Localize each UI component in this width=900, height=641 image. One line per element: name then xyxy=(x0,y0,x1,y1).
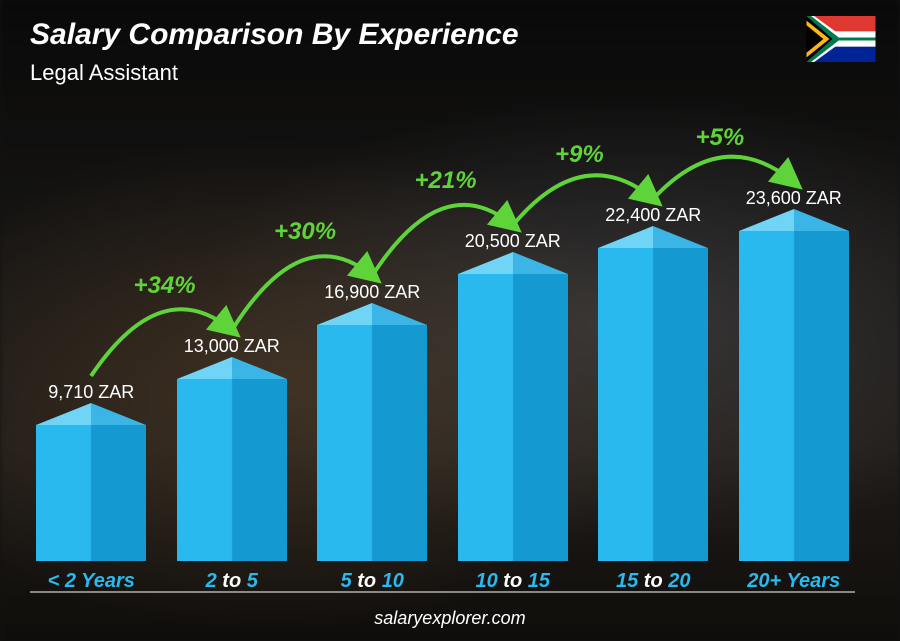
bar-body xyxy=(458,274,568,561)
bar-body xyxy=(598,248,708,561)
bar-body xyxy=(317,325,427,561)
bar-value-label: 22,400 ZAR xyxy=(605,205,701,226)
bar xyxy=(739,215,849,561)
page-title: Salary Comparison By Experience xyxy=(30,18,519,52)
bar-body xyxy=(36,425,146,561)
infographic-container: Salary Comparison By Experience Legal As… xyxy=(0,0,900,641)
bar-category-label: 2 to 5 xyxy=(206,570,258,593)
bar-top-face xyxy=(739,215,849,231)
bar-category-label: 15 to 20 xyxy=(616,570,691,593)
bar-chart: 9,710 ZAR < 2 Years13,000 ZAR 2 to 5 16,9… xyxy=(30,110,855,561)
increase-percent-label: +5% xyxy=(696,124,745,152)
bar-top-face xyxy=(458,258,568,274)
bar xyxy=(598,232,708,561)
bar-top-face xyxy=(317,309,427,325)
bar xyxy=(36,409,146,561)
increase-percent-label: +21% xyxy=(415,167,477,195)
bar-top-face xyxy=(598,232,708,248)
increase-percent-label: +30% xyxy=(274,218,336,246)
footer-divider xyxy=(30,591,855,593)
bar-body xyxy=(739,231,849,561)
bar-value-label: 13,000 ZAR xyxy=(184,336,280,357)
bar-body xyxy=(177,379,287,561)
bar-slot: 23,600 ZAR 20+ Years xyxy=(733,110,856,561)
bar xyxy=(458,258,568,561)
bar-value-label: 23,600 ZAR xyxy=(746,188,842,209)
bar-value-label: 20,500 ZAR xyxy=(465,231,561,252)
bar-value-label: 16,900 ZAR xyxy=(324,282,420,303)
bar-category-label: < 2 Years xyxy=(48,570,135,593)
footer-credit: salaryexplorer.com xyxy=(0,608,900,629)
page-subtitle: Legal Assistant xyxy=(30,60,178,86)
bar-category-label: 5 to 10 xyxy=(341,570,404,593)
bar-slot: 22,400 ZAR 15 to 20 xyxy=(592,110,715,561)
increase-percent-label: +9% xyxy=(555,141,604,169)
south-africa-flag-icon xyxy=(806,16,876,62)
bar-slot: 13,000 ZAR 2 to 5 xyxy=(171,110,294,561)
bar-top-face xyxy=(36,409,146,425)
bar-category-label: 10 to 15 xyxy=(476,570,551,593)
increase-percent-label: +34% xyxy=(133,272,195,300)
bar xyxy=(317,309,427,561)
bar-value-label: 9,710 ZAR xyxy=(48,382,134,403)
bar-slot: 9,710 ZAR < 2 Years xyxy=(30,110,153,561)
bar-category-label: 20+ Years xyxy=(747,570,840,593)
bar-top-face xyxy=(177,363,287,379)
bar xyxy=(177,363,287,561)
